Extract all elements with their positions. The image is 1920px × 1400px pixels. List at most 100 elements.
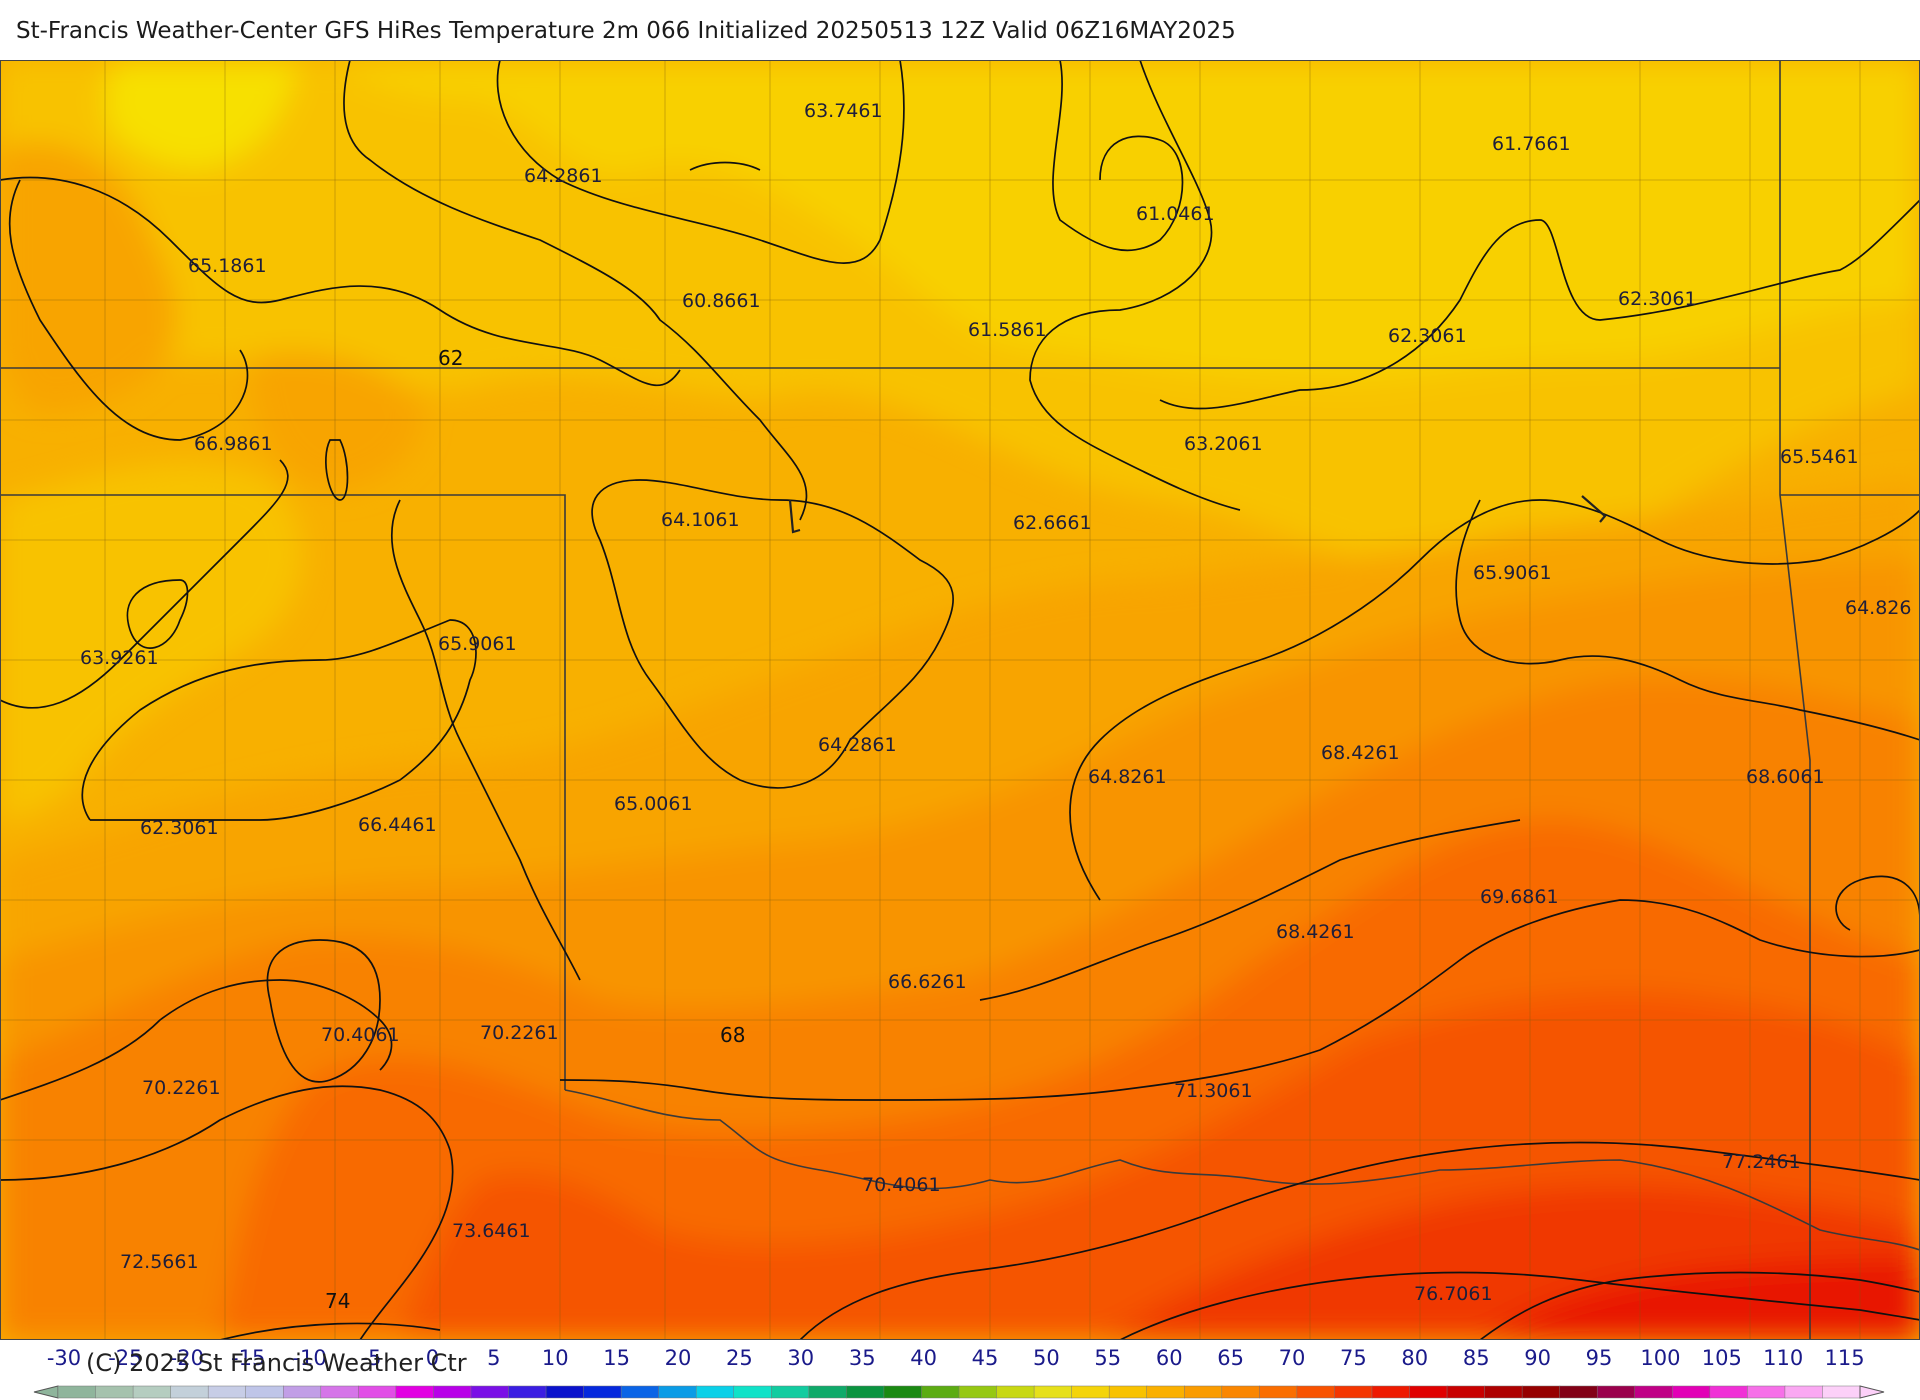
legend-color-swatch [695,1385,735,1399]
legend-color-swatch [958,1385,998,1399]
legend-color-swatch [245,1385,284,1399]
legend-color-swatch [583,1385,622,1399]
legend-tick-label: 70 [1279,1346,1306,1370]
legend-color-swatch [1559,1385,1598,1399]
value-label: 66.6261 [888,971,967,993]
legend-color-swatch [1108,1385,1148,1399]
legend-tick-label: 15 [603,1346,630,1370]
legend-tick-label: 35 [849,1346,876,1370]
legend-color-swatch [1409,1385,1448,1399]
legend-tick-label: 5 [487,1346,500,1370]
legend-tick-label: 55 [1094,1346,1121,1370]
legend-color-swatch [846,1385,885,1399]
value-label: 65.0061 [614,793,693,815]
legend-color-swatch [1672,1385,1711,1399]
value-label: 72.5661 [120,1251,199,1273]
legend-tick-label: 50 [1033,1346,1060,1370]
legend-color-swatch [1334,1385,1373,1399]
legend-colorbar [33,1385,1885,1399]
value-label: 64.2861 [524,165,603,187]
legend-tick-label: -20 [170,1346,204,1370]
value-label: 61.0461 [1136,203,1215,225]
color-legend: -30 -25 -20 -15 -10 -5 0 5 10 15 20 25 30 35 40 45 50 55 6… [33,1346,1885,1399]
value-label: 70.2261 [142,1077,221,1099]
value-label: 70.4061 [862,1174,941,1196]
value-label: 70.2261 [480,1022,559,1044]
legend-color-swatch [545,1385,585,1399]
legend-color-swatch [921,1385,960,1399]
legend-color-swatch [320,1385,360,1399]
legend-color-swatch [358,1385,397,1399]
value-label: 65.1861 [188,255,267,277]
value-label: 63.9261 [80,647,159,669]
legend-tick-label: 60 [1156,1346,1183,1370]
value-label: 60.8661 [682,290,761,312]
legend-color-swatch [95,1385,134,1399]
legend-tick-label: 40 [910,1346,937,1370]
legend-arrow-right [1859,1385,1885,1399]
legend-color-swatch [883,1385,923,1399]
legend-tick-label: 30 [787,1346,814,1370]
value-label: 61.7661 [1492,133,1571,155]
value-label: 63.7461 [804,100,883,122]
value-label: 65.9061 [1473,562,1552,584]
legend-tick-label: 20 [665,1346,692,1370]
value-label: 76.7061 [1414,1283,1493,1305]
value-label: 62.6661 [1013,512,1092,534]
legend-tick-label: 25 [726,1346,753,1370]
value-label: 68.4261 [1321,742,1400,764]
value-label: 64.2861 [818,734,897,756]
contour-label-62: 62 [438,346,463,370]
legend-color-swatch [1784,1385,1824,1399]
value-label: 70.4061 [321,1024,400,1046]
value-label: 73.6461 [452,1220,531,1242]
copyright-text: (C) 2025 St Francis Weather Ctr [86,1349,467,1377]
legend-tick-label: 95 [1586,1346,1613,1370]
state-borders [0,60,1920,1340]
legend-color-swatch [808,1385,848,1399]
legend-color-swatch [620,1385,660,1399]
legend-color-swatch [1596,1385,1636,1399]
legend-color-swatch [470,1385,510,1399]
band-58-north [105,60,300,169]
legend-color-swatch [1259,1385,1298,1399]
value-label: 65.9061 [438,633,517,655]
value-label: 68.4261 [1276,921,1355,943]
legend-tick-label: -5 [361,1346,382,1370]
legend-tick-label: -10 [292,1346,326,1370]
county-lines [0,60,1920,1340]
legend-color-swatch [1371,1385,1411,1399]
value-labels: 63.7461 64.2861 65.1861 60.8661 61.0461 … [80,100,1911,1305]
legend-color-swatch [1184,1385,1223,1399]
legend-tick-label: 45 [972,1346,999,1370]
value-label: 64.1061 [661,509,740,531]
value-label: 61.5861 [968,319,1047,341]
value-label: 62.3061 [1618,288,1697,310]
legend-color-swatch [170,1385,209,1399]
value-label: 65.5461 [1780,446,1859,468]
title-bar: St-Francis Weather-Center GFS HiRes Temp… [0,0,1920,60]
legend-tick-label: 65 [1217,1346,1244,1370]
contour-label-68: 68 [720,1023,745,1047]
value-label: 68.6061 [1746,766,1825,788]
legend-tick-label: 0 [426,1346,439,1370]
value-label: 68 [726,1091,750,1113]
contour-label-74: 74 [325,1289,350,1313]
band-60-north [330,60,1920,383]
legend-color-swatch [1822,1385,1861,1399]
legend-color-swatch [996,1385,1035,1399]
legend-tick-label: -25 [108,1346,142,1370]
value-label: 64.8261 [1088,766,1167,788]
legend-color-swatch [1634,1385,1674,1399]
legend-tick-label: 85 [1463,1346,1490,1370]
temp-shading [0,60,1920,1340]
legend-tick-label: -15 [231,1346,265,1370]
value-label: 77.2461 [1722,1151,1801,1173]
legend-color-swatch [1146,1385,1186,1399]
legend-color-swatch [132,1385,172,1399]
legend-tick-label: 105 [1702,1346,1742,1370]
value-label: 66.4461 [358,814,437,836]
legend-tick-label: 110 [1763,1346,1803,1370]
value-label: 69.6861 [1480,886,1559,908]
legend-tick-label: 100 [1640,1346,1680,1370]
